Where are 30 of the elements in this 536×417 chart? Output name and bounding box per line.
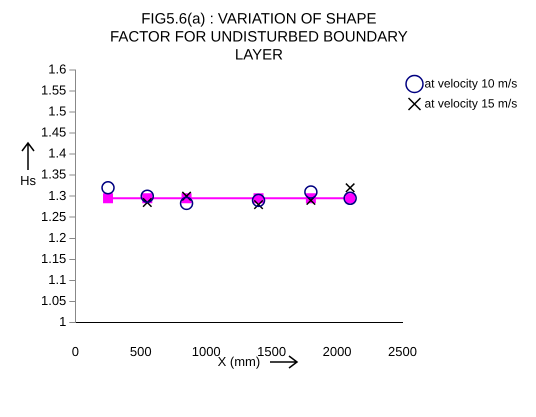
y-tick-label: 1.1 (48, 272, 66, 287)
y-tick-label: 1 (59, 314, 66, 329)
point (142, 198, 152, 208)
legend-label: at velocity 15 m/s (424, 96, 518, 110)
y-tick-label: 1.5 (48, 104, 66, 119)
chart-title: FIG5.6(a) : VARIATION OF SHAPE FACTOR FOR UNDISTURBED BOUNDARY LAYER (110, 10, 408, 64)
y-tick-label: 1.35 (40, 166, 66, 182)
x-tick-label: 0 (72, 344, 79, 359)
y-tick-label: 1.3 (48, 188, 66, 203)
y-axis-title: Hs (20, 172, 36, 188)
point (345, 182, 356, 193)
point (103, 193, 114, 204)
x-tick-label: 2500 (388, 344, 417, 359)
y-tick-label: 1.55 (40, 82, 66, 98)
y-tick-label: 1.15 (40, 250, 66, 266)
y-tick-label: 1.4 (48, 146, 66, 161)
point (140, 189, 154, 203)
x-tick-label: 2000 (322, 344, 352, 359)
y-tick-label: 1.6 (48, 62, 66, 77)
point (101, 181, 115, 195)
y-tick-label: 1.25 (40, 208, 66, 224)
y-tick-label: 1.45 (40, 124, 66, 140)
point (252, 194, 266, 208)
point (180, 196, 194, 210)
x-tick-label: 1500 (257, 344, 286, 359)
y-tick-label: 1.05 (40, 292, 66, 308)
x-tick-label: 500 (130, 344, 152, 359)
point (304, 185, 318, 199)
y-tick-label: 1.2 (48, 230, 66, 245)
legend-label: at velocity 10 m/s (424, 76, 518, 90)
